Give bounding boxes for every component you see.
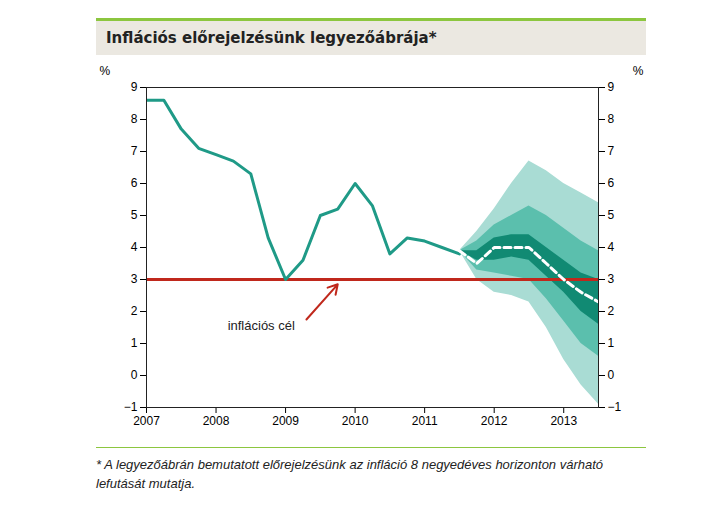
svg-text:2013: 2013 <box>550 414 577 428</box>
svg-text:2007: 2007 <box>133 414 160 428</box>
svg-text:7: 7 <box>131 144 138 158</box>
svg-text:1: 1 <box>608 336 615 350</box>
html-text:* A legyezőábrán bemutatott el: * A legyezőábrán bemutatott előrejelzésü… <box>96 457 604 491</box>
svg-text:8: 8 <box>131 112 138 126</box>
svg-text:2011: 2011 <box>412 414 438 428</box>
svg-text:2008: 2008 <box>203 414 230 428</box>
svg-text:inflációs cél: inflációs cél <box>228 318 295 333</box>
svg-text:7: 7 <box>608 144 615 158</box>
svg-text:−1: −1 <box>608 400 622 414</box>
svg-text:5: 5 <box>608 208 615 222</box>
svg-text:%: % <box>100 64 111 78</box>
svg-text:3: 3 <box>608 272 615 286</box>
svg-text:2: 2 <box>131 304 138 318</box>
svg-text:2012: 2012 <box>481 414 508 428</box>
html-text:Inflációs előrejelzésünk legye: Inflációs előrejelzésünk legyezőábrája* <box>106 29 437 47</box>
svg-text:0: 0 <box>131 368 138 382</box>
svg-text:%: % <box>633 64 644 78</box>
svg-text:5: 5 <box>131 208 138 222</box>
svg-text:9: 9 <box>131 80 138 94</box>
svg-text:1: 1 <box>131 336 138 350</box>
svg-text:9: 9 <box>608 80 615 94</box>
svg-text:6: 6 <box>608 176 615 190</box>
svg-text:8: 8 <box>608 112 615 126</box>
svg-text:2: 2 <box>608 304 615 318</box>
svg-text:0: 0 <box>608 368 615 382</box>
svg-text:3: 3 <box>131 272 138 286</box>
svg-text:4: 4 <box>131 240 138 254</box>
svg-text:2010: 2010 <box>342 414 369 428</box>
svg-text:2009: 2009 <box>272 414 299 428</box>
svg-text:4: 4 <box>608 240 615 254</box>
svg-text:−1: −1 <box>124 400 138 414</box>
svg-text:6: 6 <box>131 176 138 190</box>
